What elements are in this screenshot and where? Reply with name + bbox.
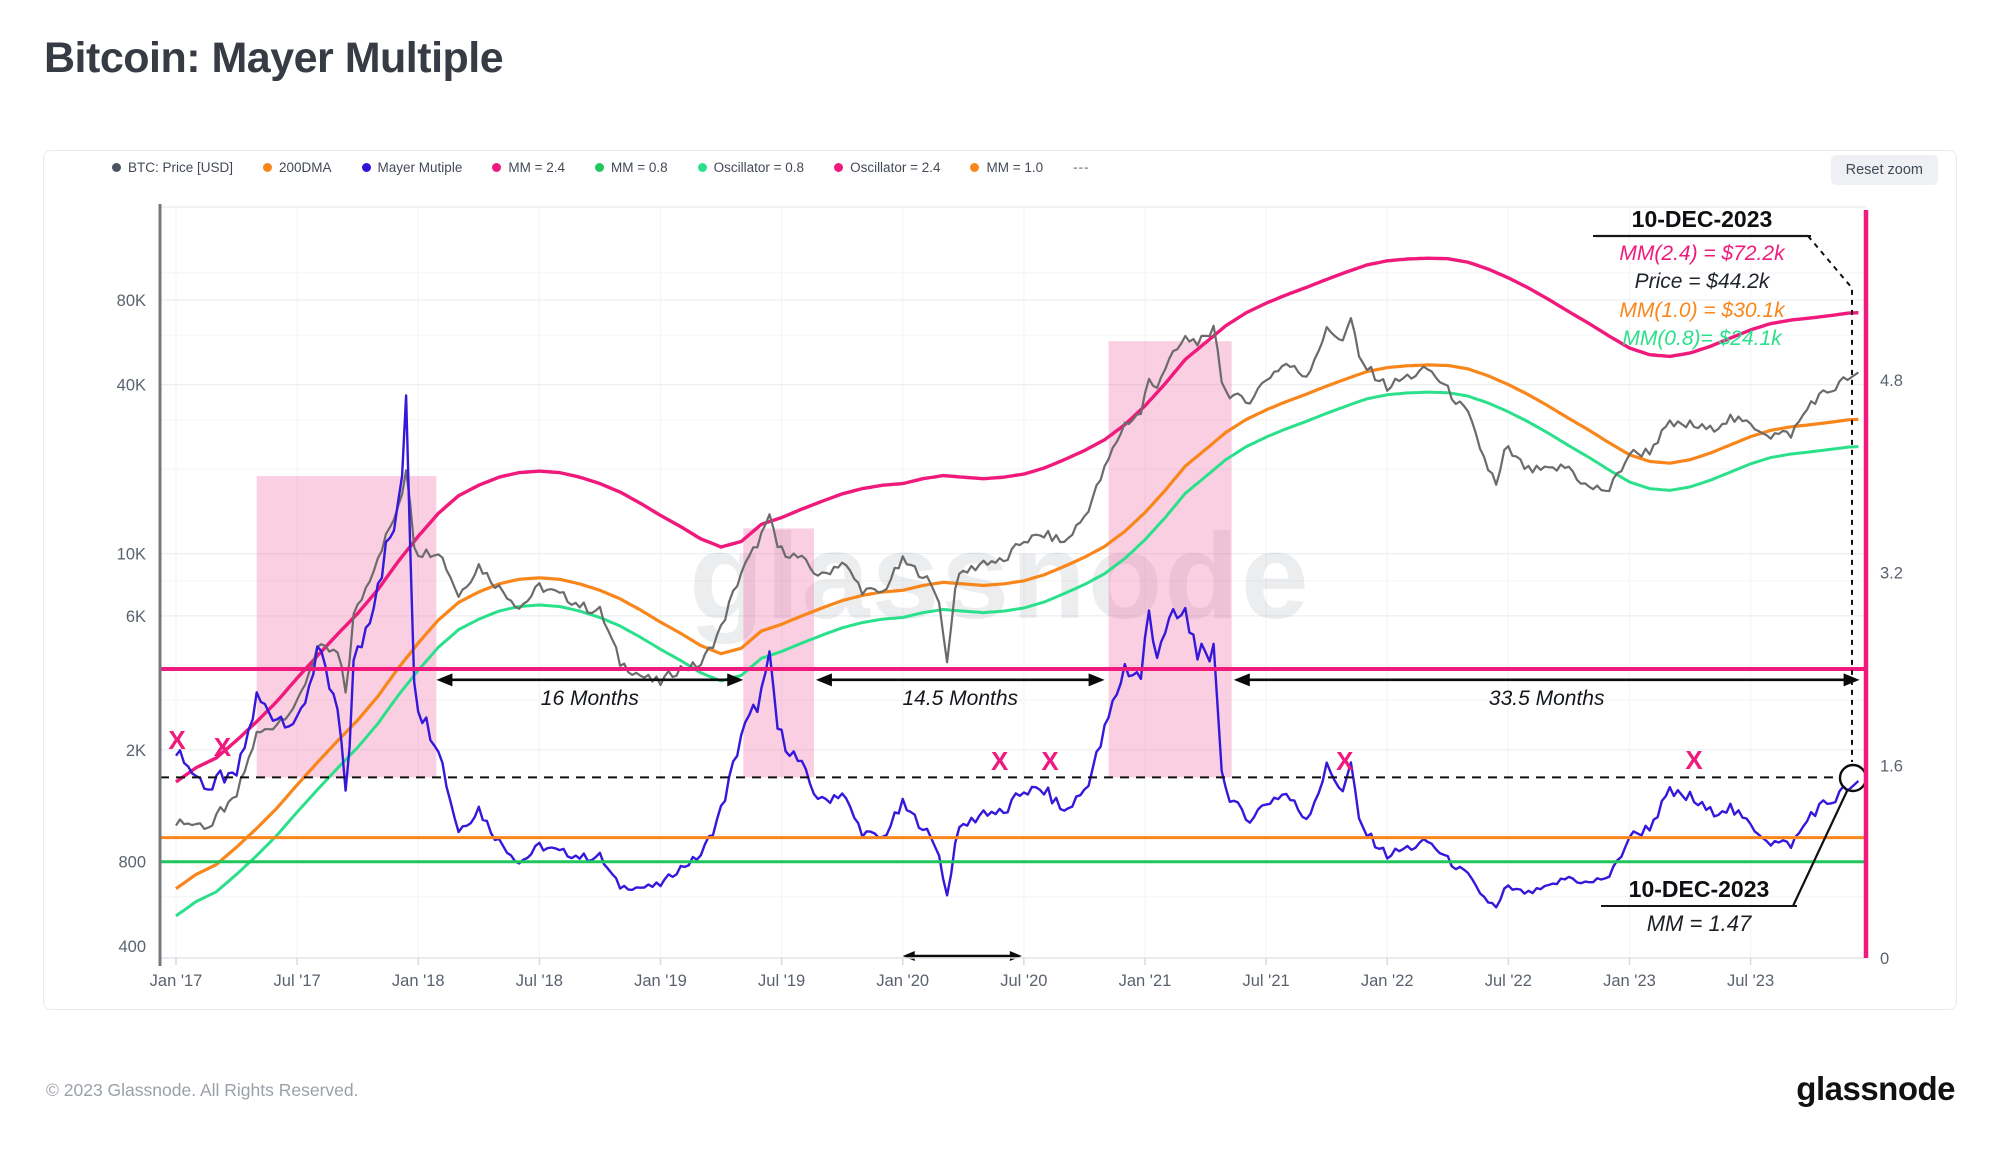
legend-label: BTC: Price [USD] — [128, 160, 234, 175]
legend-dot — [697, 163, 707, 172]
x-tick-label: Jan '23 — [1603, 972, 1656, 990]
legend-dot — [263, 163, 273, 172]
annotation-top-date: 10-DEC-2023 — [1631, 206, 1773, 232]
y-right-tick-label: 3.2 — [1880, 565, 1903, 583]
y-left-tick-label: 80K — [117, 292, 146, 310]
legend-dot — [361, 163, 371, 172]
chart-card — [43, 150, 1957, 1010]
glassnode-logo: glassnode — [1796, 1070, 1955, 1107]
x-tick-label: Jan '17 — [150, 972, 203, 990]
x-tick-label: Jul '20 — [1000, 972, 1047, 990]
legend-label: Oscillator = 2.4 — [850, 160, 941, 175]
annotation-line: MM(2.4) = $72.2k — [1619, 241, 1785, 265]
legend-label: MM = 0.8 — [610, 160, 668, 175]
legend-item-200dma[interactable]: 200DMA — [263, 160, 332, 175]
legend-label: 200DMA — [279, 160, 332, 175]
reset-zoom-button[interactable]: Reset zoom — [1830, 155, 1938, 185]
x-tick-label: Jul '22 — [1485, 972, 1532, 990]
copyright-text: © 2023 Glassnode. All Rights Reserved. — [46, 1080, 359, 1100]
legend-item-mayer-mutiple[interactable]: Mayer Mutiple — [361, 160, 463, 175]
x-tick-label: Jul '19 — [758, 972, 805, 990]
legend-dot — [594, 163, 604, 172]
legend-item--[interactable]: --- — [1073, 160, 1090, 175]
legend-dot — [970, 163, 980, 172]
y-left-tick-label: 800 — [118, 854, 146, 872]
y-left-tick-label: 40K — [117, 377, 146, 395]
annotation-line: Price = $44.2k — [1634, 270, 1770, 293]
x-tick-label: Jan '19 — [634, 972, 687, 990]
x-tick-label: Jul '21 — [1243, 972, 1290, 990]
annotation-line: MM(0.8)= $24.1k — [1622, 327, 1782, 350]
x-tick-label: Jul '23 — [1727, 972, 1774, 990]
legend-label: MM = 2.4 — [508, 160, 565, 175]
x-tick-label: Jan '20 — [876, 972, 929, 990]
legend-item-oscillator-0-8[interactable]: Oscillator = 0.8 — [697, 160, 805, 175]
legend-dot — [834, 163, 844, 172]
x-tick-label: Jul '18 — [516, 972, 563, 990]
y-left-tick-label: 10K — [117, 546, 146, 564]
legend-dash-label: --- — [1073, 160, 1090, 175]
legend-item-btc-price-usd-[interactable]: BTC: Price [USD] — [112, 160, 233, 175]
x-tick-label: Jan '22 — [1361, 972, 1414, 990]
legend-dot — [492, 163, 502, 172]
annotation-line: MM(1.0) = $30.1k — [1619, 298, 1785, 322]
y-left-tick-label: 400 — [118, 938, 146, 956]
y-left-tick-label: 6K — [126, 608, 146, 626]
annotation-bottom-value: MM = 1.47 — [1646, 911, 1752, 936]
y-left-tick-label: 2K — [126, 742, 146, 760]
y-right-tick-label: 1.6 — [1880, 757, 1903, 775]
annotation-bottom-underline — [1601, 905, 1797, 907]
annotation-top: 10-DEC-2023 MM(2.4) = $72.2k Price = $44.… — [1593, 206, 1811, 351]
legend-item-oscillator-2-4[interactable]: Oscillator = 2.4 — [834, 160, 940, 175]
legend-item-mm-1-0[interactable]: MM = 1.0 — [970, 160, 1043, 175]
legend-label: Mayer Mutiple — [377, 160, 463, 175]
legend-label: MM = 1.0 — [986, 160, 1044, 175]
y-right-tick-label: 0 — [1880, 950, 1889, 968]
legend-label: Oscillator = 0.8 — [713, 160, 805, 175]
y-right-tick-label: 4.8 — [1880, 372, 1903, 390]
chart-legend: BTC: Price [USD] 200DMA Mayer Mutiple MM = … — [112, 160, 1090, 175]
x-tick-label: Jan '21 — [1119, 972, 1172, 990]
annotation-top-underline — [1593, 235, 1811, 237]
legend-item-mm-0-8[interactable]: MM = 0.8 — [594, 160, 668, 175]
annotation-bottom: 10-DEC-2023 MM = 1.47 — [1601, 876, 1797, 937]
legend-dot — [112, 163, 121, 172]
legend-item-mm-2-4[interactable]: MM = 2.4 — [492, 160, 565, 175]
page-title: Bitcoin: Mayer Multiple — [44, 34, 504, 82]
x-tick-label: Jan '18 — [392, 972, 445, 990]
annotation-bottom-date: 10-DEC-2023 — [1628, 876, 1770, 902]
x-tick-label: Jul '17 — [274, 972, 321, 990]
